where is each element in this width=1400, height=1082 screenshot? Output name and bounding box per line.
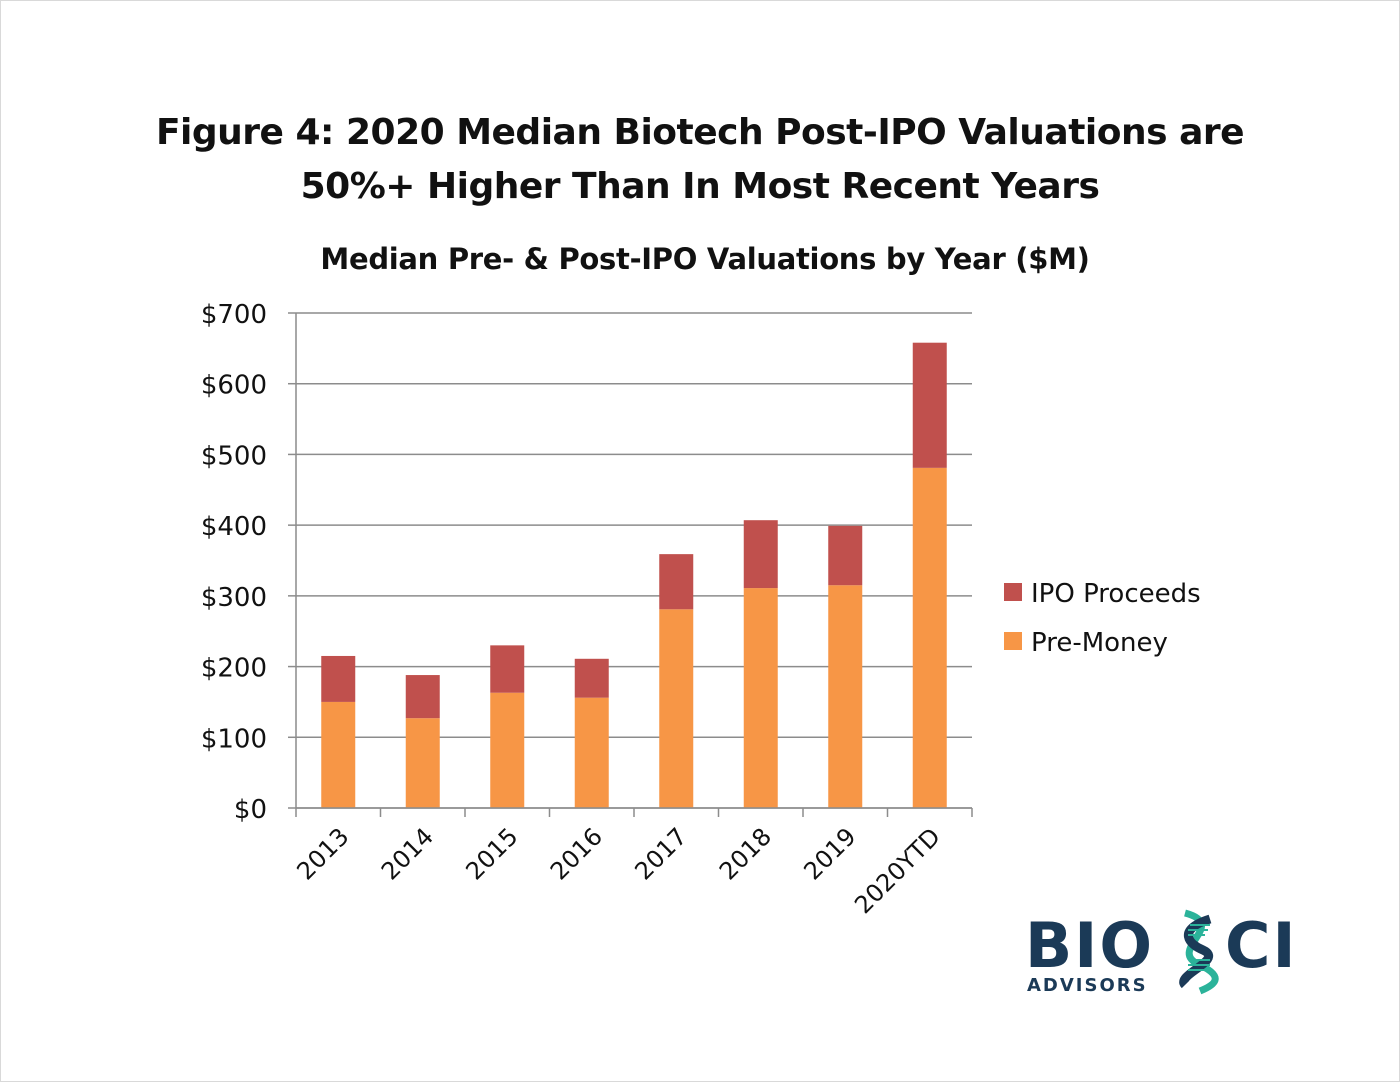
bar-pre-money [321, 701, 356, 808]
legend-swatch [1004, 583, 1022, 601]
bar-ipo-proceeds [659, 554, 694, 610]
chart-title: Median Pre- & Post-IPO Valuations by Yea… [320, 242, 1090, 276]
bar-ipo-proceeds [405, 675, 440, 719]
y-tick-label: $100 [201, 724, 267, 754]
bar-pre-money [574, 697, 609, 808]
legend-label: Pre-Money [1031, 628, 1168, 658]
y-tick-label: $200 [201, 654, 267, 684]
bar-ipo-proceeds [743, 520, 778, 589]
x-tick-label: 2017 [630, 822, 693, 885]
biosci-logo: BIO CI ADVISORS [1025, 909, 1298, 995]
figure-title-line-2: 50%+ Higher Than In Most Recent Years [300, 166, 1100, 207]
x-tick-label: 2014 [376, 822, 439, 885]
legend-swatch [1004, 632, 1022, 650]
y-tick-label: $600 [201, 371, 267, 401]
logo-subtitle: ADVISORS [1027, 975, 1148, 995]
bar-pre-money [659, 609, 694, 808]
bar-ipo-proceeds [321, 655, 356, 702]
bar-ipo-proceeds [574, 658, 609, 698]
x-tick-label: 2018 [714, 822, 777, 885]
dna-helix-icon [1179, 909, 1219, 995]
bar-pre-money [912, 467, 947, 808]
x-tick-label: 2015 [461, 822, 524, 885]
x-tick-label: 2013 [292, 822, 355, 885]
bar-pre-money [743, 588, 778, 808]
bar-ipo-proceeds [490, 645, 525, 693]
logo-text-ci: CI [1225, 909, 1298, 982]
y-tick-label: $300 [201, 583, 267, 613]
x-tick-label: 2020YTD [849, 822, 946, 919]
x-tick-label: 2016 [545, 822, 608, 885]
legend-label: IPO Proceeds [1031, 579, 1201, 609]
bar-pre-money [828, 585, 863, 808]
figure-title-line-1: Figure 4: 2020 Median Biotech Post-IPO V… [155, 112, 1245, 153]
y-tick-label: $500 [201, 441, 267, 471]
y-tick-label: $700 [201, 300, 267, 330]
bar-ipo-proceeds [828, 525, 863, 586]
x-tick-label: 2019 [799, 822, 862, 885]
bar-pre-money [490, 692, 525, 808]
y-tick-label: $400 [201, 512, 267, 542]
y-tick-label: $0 [234, 795, 267, 825]
logo-text-bio: BIO [1025, 909, 1154, 982]
bar-ipo-proceeds [912, 342, 947, 468]
bar-pre-money [405, 718, 440, 808]
